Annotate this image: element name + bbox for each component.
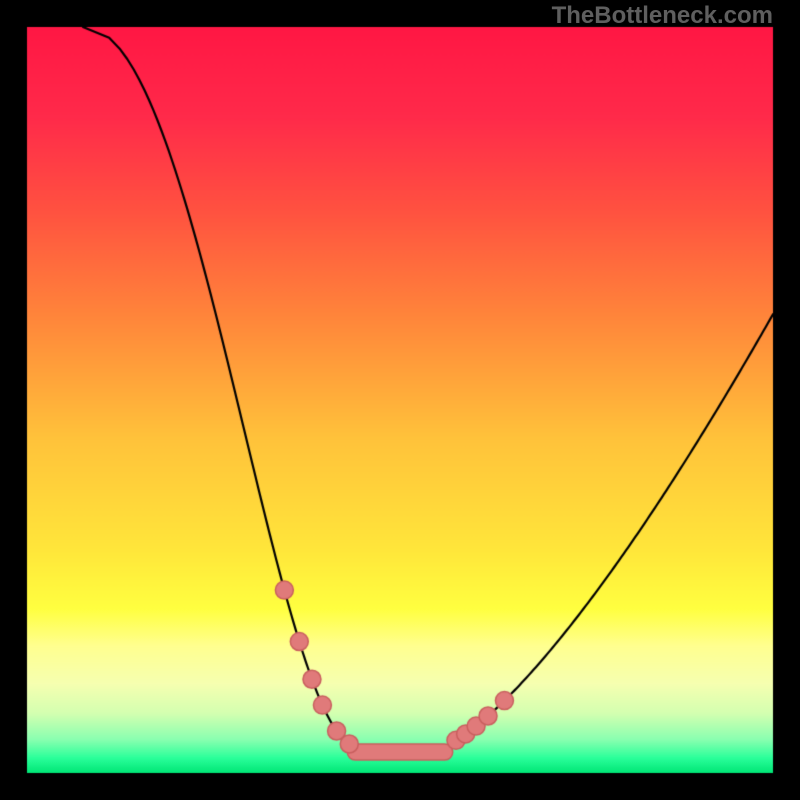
chart-stage: TheBottleneck.com [0, 0, 800, 800]
bottleneck-curve-chart [0, 0, 800, 800]
